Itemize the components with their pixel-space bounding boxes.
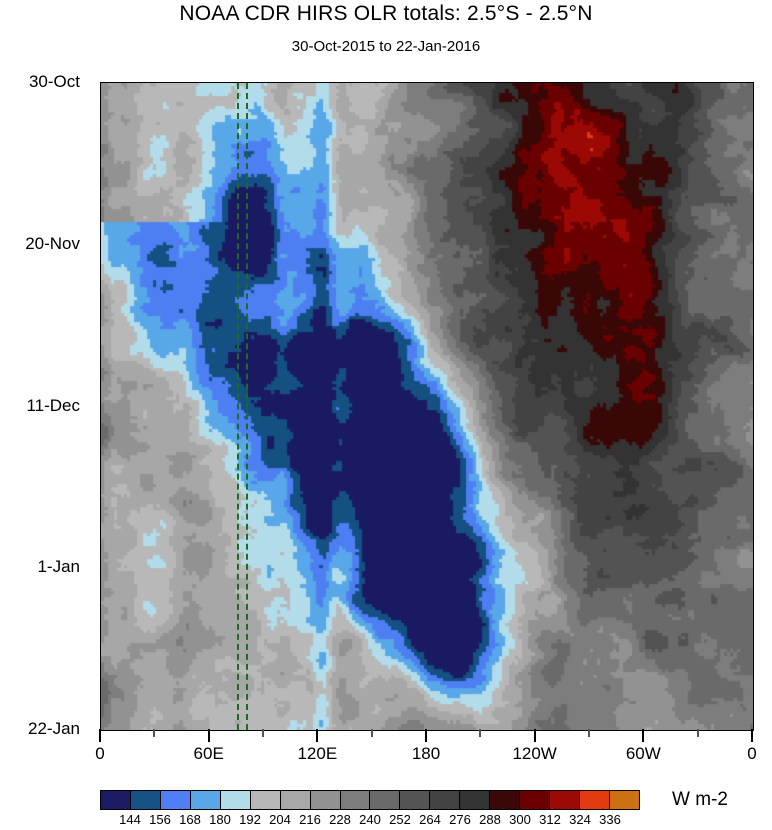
x-axis-label: 120W (512, 744, 557, 763)
x-tick-minor (370, 729, 373, 737)
y-axis-label: 22-Jan (28, 719, 80, 738)
colorbar-segment (220, 791, 251, 809)
y-tick-minor (100, 136, 101, 138)
x-tick-major (642, 729, 645, 742)
colorbar-tick-label: 300 (509, 812, 531, 827)
colorbar-segment (130, 791, 161, 809)
y-tick-major (100, 406, 101, 408)
hovmoller-plot (100, 82, 754, 731)
y-tick-major (100, 82, 101, 84)
x-tick-minor (696, 729, 699, 737)
colorbar-segment (520, 791, 551, 809)
y-tick-major (100, 567, 101, 569)
colorbar-segment (490, 791, 521, 809)
x-tick-major (425, 729, 427, 742)
y-tick-minor (100, 513, 101, 515)
colorbar (100, 790, 640, 810)
page-title: NOAA CDR HIRS OLR totals: 2.5°S - 2.5°N (179, 2, 593, 25)
y-axis-label: 30-Oct (28, 72, 80, 91)
colorbar-segment (160, 791, 191, 809)
x-axis-label: 60E (193, 744, 224, 763)
x-tick-minor (262, 729, 264, 737)
colorbar-tick-label: 204 (269, 812, 291, 827)
x-axis-label: 0 (747, 744, 757, 763)
y-axis-label: 1-Jan (37, 557, 80, 577)
colorbar-tick-label: 312 (539, 812, 561, 827)
y-tick-major (100, 244, 101, 246)
y-axis-label: 20-Nov (25, 233, 80, 253)
olr-heatmap-canvas (101, 83, 753, 730)
colorbar-tick-label: 216 (299, 812, 321, 827)
date-range-subtitle: 30-Oct-2015 to 22-Jan-2016 (291, 38, 481, 55)
colorbar-tick-label: 288 (479, 812, 501, 827)
x-tick-minor (153, 729, 156, 737)
colorbar-tick-label: 192 (239, 812, 261, 827)
colorbar-segment (250, 791, 281, 809)
x-tick-major (751, 729, 753, 742)
x-tick-minor (479, 729, 482, 737)
colorbar-segment (340, 791, 371, 809)
x-axis-label: 180 (411, 744, 441, 763)
colorbar-tick-label: 144 (119, 812, 141, 827)
colorbar-tick-label: 180 (209, 812, 231, 827)
colorbar-tick-label: 240 (359, 812, 381, 827)
colorbar-tick-label: 324 (569, 812, 591, 827)
y-tick-minor (100, 190, 101, 192)
colorbar-tick-label: 168 (179, 812, 201, 827)
colorbar-tick-label: 276 (449, 812, 471, 827)
colorbar-segment (609, 791, 639, 809)
y-tick-minor (100, 621, 101, 623)
colorbar-segment (580, 791, 610, 809)
colorbar-segment (370, 791, 401, 809)
colorbar-segment (101, 791, 131, 809)
colorbar-segment (550, 791, 580, 809)
y-tick-minor (100, 459, 101, 461)
colorbar-tick-label: 264 (419, 812, 441, 827)
x-axis-label: 120E (297, 744, 338, 763)
x-tick-minor (588, 729, 590, 737)
y-tick-minor (100, 298, 101, 300)
colorbar-tick-label: 228 (329, 812, 351, 827)
y-tick-minor (100, 675, 101, 677)
colorbar-segment (460, 791, 491, 809)
x-tick-major (207, 729, 210, 742)
colorbar-units-label: W m-2 (672, 789, 728, 810)
y-tick-minor (100, 352, 101, 354)
colorbar-tick-labels: 144 156 168 180 192 204 216 228 240 252 264 276 288 3… (100, 812, 640, 830)
colorbar-tick-label: 336 (599, 812, 621, 827)
colorbar-segment (310, 791, 341, 809)
colorbar-segment (400, 791, 431, 809)
x-tick-major (316, 729, 319, 742)
x-tick-major (99, 729, 101, 742)
x-axis-label: 0 (95, 744, 105, 763)
colorbar-tick-label: 156 (149, 812, 171, 827)
y-axis-label: 11-Dec (26, 395, 80, 415)
x-axis-label: 60W (625, 744, 661, 763)
reference-line-80e (245, 83, 248, 730)
colorbar-tick-label: 252 (389, 812, 411, 827)
x-tick-major (533, 729, 536, 742)
colorbar-segment (430, 791, 461, 809)
colorbar-segment (190, 791, 221, 809)
x-axis: 0 60E 120E 180 120W 60W 0 (95, 729, 757, 770)
colorbar-segment (280, 791, 311, 809)
reference-line-75e (236, 83, 239, 730)
